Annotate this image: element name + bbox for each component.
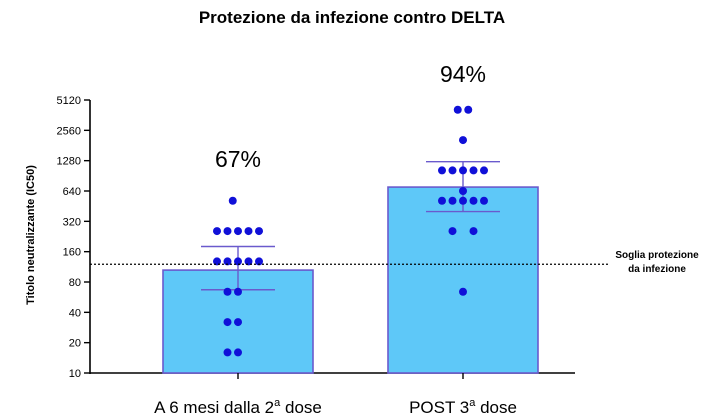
data-point bbox=[234, 318, 242, 327]
plot-area: 10 20 40 80 160 320 640 1280 2560 5120 67% A 6 mesi… bbox=[57, 61, 700, 417]
data-point bbox=[223, 257, 232, 266]
data-point bbox=[438, 196, 446, 205]
data-point bbox=[448, 227, 457, 236]
y-tick-label: 640 bbox=[63, 186, 81, 198]
category-label: A 6 mesi dalla 2a dose bbox=[154, 397, 322, 417]
data-point bbox=[480, 166, 488, 175]
y-tick-label: 40 bbox=[69, 307, 81, 319]
data-point bbox=[234, 257, 242, 266]
y-tick-label: 80 bbox=[69, 277, 81, 289]
y-tick-label: 5120 bbox=[57, 95, 81, 107]
data-point bbox=[255, 257, 263, 266]
data-point bbox=[223, 287, 232, 296]
y-tick-label: 2560 bbox=[57, 125, 81, 137]
threshold-label-line1: Soglia protezione bbox=[615, 250, 699, 261]
data-point bbox=[469, 227, 478, 236]
data-point bbox=[244, 257, 253, 266]
y-tick-label: 1280 bbox=[57, 156, 81, 168]
chart-title: Protezione da infezione contro DELTA bbox=[199, 8, 505, 27]
data-point bbox=[448, 196, 457, 205]
data-point bbox=[448, 166, 457, 175]
data-point bbox=[255, 227, 263, 236]
data-point bbox=[223, 318, 232, 327]
percent-label: 67% bbox=[215, 146, 261, 172]
y-tick-label: 20 bbox=[69, 338, 81, 350]
y-tick-label: 10 bbox=[69, 368, 81, 380]
data-point bbox=[459, 187, 467, 195]
data-point bbox=[459, 287, 467, 296]
y-axis-label: Titolo neutralizzante (IC50) bbox=[25, 165, 37, 305]
data-point bbox=[459, 196, 467, 205]
y-tick-label: 160 bbox=[63, 247, 81, 259]
data-point bbox=[438, 166, 446, 175]
y-tick-label: 320 bbox=[63, 216, 81, 228]
data-point bbox=[469, 166, 478, 175]
data-point bbox=[480, 196, 488, 205]
data-point bbox=[234, 348, 242, 357]
percent-label: 94% bbox=[440, 61, 486, 87]
data-point bbox=[244, 227, 253, 236]
data-point bbox=[223, 348, 232, 357]
threshold-label-line2: da infezione bbox=[628, 264, 686, 275]
data-point bbox=[213, 227, 221, 236]
data-point bbox=[223, 227, 232, 236]
data-point bbox=[469, 196, 478, 205]
data-point bbox=[464, 105, 473, 114]
category-label: POST 3a dose bbox=[409, 397, 517, 417]
data-point bbox=[213, 257, 221, 266]
data-point bbox=[459, 136, 467, 145]
data-point bbox=[234, 227, 242, 236]
data-point bbox=[459, 166, 467, 175]
data-point bbox=[453, 105, 462, 114]
data-point bbox=[234, 287, 242, 296]
data-point bbox=[228, 196, 237, 205]
bar bbox=[387, 186, 539, 374]
